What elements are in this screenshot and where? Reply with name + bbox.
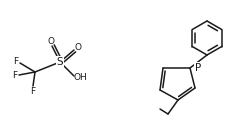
Text: O: O [75, 43, 81, 51]
Text: F: F [31, 86, 36, 95]
Text: F: F [13, 70, 17, 79]
Text: OH: OH [73, 74, 87, 82]
Text: S: S [57, 57, 63, 67]
Text: F: F [14, 56, 18, 65]
Text: P: P [195, 63, 201, 73]
Text: O: O [47, 37, 55, 46]
